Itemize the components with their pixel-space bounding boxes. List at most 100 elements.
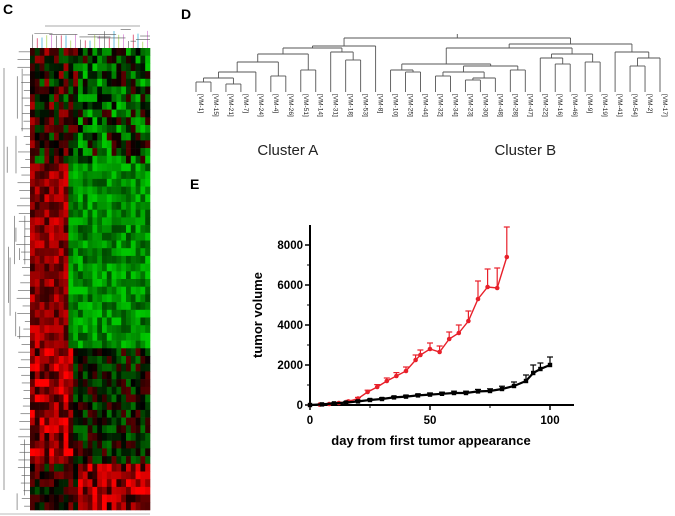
heatmap-cell <box>82 94 88 103</box>
heatmap-cell <box>116 155 122 164</box>
data-point <box>494 285 500 291</box>
heatmap-cell <box>140 186 146 195</box>
heatmap-cell <box>49 402 55 411</box>
heatmap-cell <box>34 279 40 287</box>
heatmap-cell <box>121 109 127 118</box>
heatmap-cell <box>68 125 74 133</box>
heatmap-cell <box>135 71 141 80</box>
heatmap-cell <box>58 155 64 164</box>
heatmap-cell <box>82 186 88 195</box>
heatmap-cell <box>126 363 132 372</box>
heatmap-cell <box>121 202 127 210</box>
heatmap-cell <box>145 140 151 149</box>
heatmap-cell <box>102 217 108 226</box>
heatmap-cell <box>102 171 108 180</box>
heatmap-cell <box>106 294 112 303</box>
heatmap-cell <box>121 402 127 411</box>
heatmap-cell <box>126 448 132 457</box>
heatmap-cell <box>135 117 141 126</box>
heatmap-cell <box>106 101 112 110</box>
heatmap-cell <box>34 379 40 388</box>
heatmap-cell <box>87 148 93 157</box>
heatmap-cell <box>68 86 74 95</box>
heatmap-cell <box>44 309 50 318</box>
heatmap-cell <box>97 486 103 495</box>
heatmap-cell <box>49 178 55 187</box>
heatmap-cell <box>54 94 60 103</box>
heatmap-cell <box>44 371 50 380</box>
heatmap-cell <box>30 248 36 257</box>
heatmap-cell <box>68 148 74 157</box>
heatmap-cell <box>102 194 108 203</box>
heatmap-cell <box>34 225 40 234</box>
heatmap-cell <box>106 232 112 241</box>
heatmap-cell <box>106 486 112 495</box>
heatmap-cell <box>130 479 136 488</box>
heatmap-cell <box>111 132 117 141</box>
heatmap-cell <box>121 171 127 180</box>
leaf-label: [VM-2] <box>646 94 653 113</box>
heatmap-cell <box>49 78 55 87</box>
heatmap-cell <box>116 178 122 187</box>
heatmap-cell <box>106 186 112 195</box>
data-point <box>343 400 349 405</box>
heatmap-cell <box>87 202 93 210</box>
heatmap-cell <box>102 302 108 311</box>
heatmap-cell <box>145 94 151 103</box>
heatmap-cell <box>106 325 112 334</box>
heatmap-cell <box>135 340 141 349</box>
heatmap-cell <box>111 140 117 149</box>
heatmap-cell <box>140 456 146 465</box>
heatmap-cell <box>68 486 74 495</box>
heatmap-cell <box>135 402 141 411</box>
leaf-label: [VM-10] <box>392 94 399 117</box>
heatmap-cell <box>54 109 60 118</box>
heatmap-cell <box>102 225 108 234</box>
heatmap-cell <box>135 409 141 418</box>
heatmap-cell <box>49 148 55 157</box>
heatmap-cell <box>87 248 93 257</box>
heatmap-cell <box>130 109 136 118</box>
heatmap-cell <box>63 194 69 203</box>
heatmap-cell <box>126 71 132 80</box>
heatmap-cell <box>145 209 151 218</box>
heatmap-cell <box>78 248 84 257</box>
heatmap-cell <box>97 440 103 449</box>
heatmap-cell <box>116 479 122 488</box>
heatmap-cell <box>39 386 45 395</box>
heatmap-cell <box>34 117 40 126</box>
heatmap-cell <box>140 494 146 503</box>
heatmap-cell <box>126 440 132 449</box>
heatmap-cell <box>49 440 55 449</box>
heatmap-cell <box>44 101 50 110</box>
heatmap-cell <box>39 101 45 110</box>
heatmap-cell <box>49 302 55 311</box>
heatmap-cell <box>145 356 151 364</box>
heatmap-cell <box>78 425 84 434</box>
heatmap-cell <box>39 479 45 488</box>
heatmap-cell <box>140 163 146 172</box>
heatmap-cell <box>140 255 146 264</box>
heatmap-cell <box>87 463 93 472</box>
heatmap-cell <box>82 209 88 218</box>
heatmap-cell <box>87 240 93 249</box>
heatmap-cell <box>145 417 151 426</box>
heatmap-cell <box>135 417 141 426</box>
heatmap-cell <box>135 379 141 388</box>
heatmap-cell <box>87 302 93 311</box>
heatmap-cell <box>116 502 122 511</box>
heatmap-cell <box>135 433 141 441</box>
data-point <box>367 397 373 403</box>
heatmap-cell <box>68 94 74 103</box>
heatmap-cell <box>68 309 74 318</box>
heatmap-cell <box>73 55 79 64</box>
heatmap-cell <box>102 55 108 64</box>
heatmap-cell <box>73 101 79 110</box>
heatmap-cell <box>34 394 40 403</box>
sample-dendrogram-panel: [VM-1] [VM-15] [VM-21] [VM-7] [VM-24] [VM-4][… <box>195 34 668 159</box>
heatmap-cell <box>87 225 93 234</box>
series-line <box>309 363 551 407</box>
heatmap-cell <box>102 317 108 326</box>
heatmap-cell <box>121 240 127 249</box>
heatmap-cell <box>116 117 122 126</box>
